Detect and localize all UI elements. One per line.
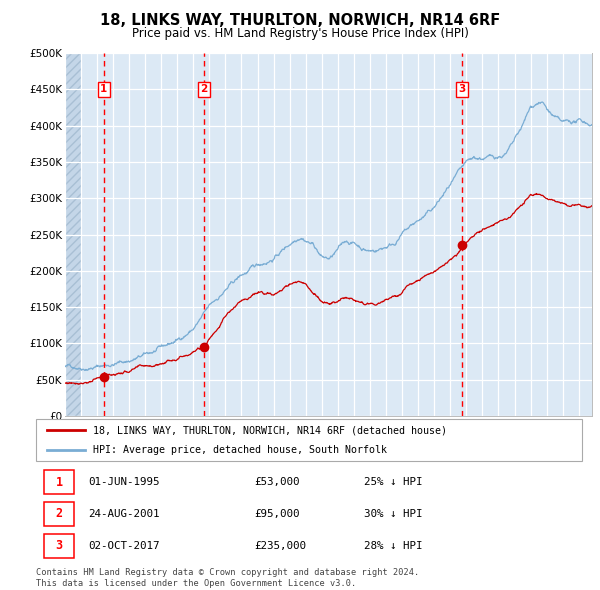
Text: 02-OCT-2017: 02-OCT-2017 [88, 540, 160, 550]
Text: This data is licensed under the Open Government Licence v3.0.: This data is licensed under the Open Gov… [36, 579, 356, 588]
FancyBboxPatch shape [44, 534, 74, 558]
Text: 01-JUN-1995: 01-JUN-1995 [88, 477, 160, 487]
Text: £53,000: £53,000 [254, 477, 300, 487]
Text: 1: 1 [100, 84, 107, 94]
Text: 1: 1 [56, 476, 63, 489]
FancyBboxPatch shape [44, 470, 74, 494]
Text: 3: 3 [56, 539, 63, 552]
Text: £95,000: £95,000 [254, 509, 300, 519]
Text: 18, LINKS WAY, THURLTON, NORWICH, NR14 6RF: 18, LINKS WAY, THURLTON, NORWICH, NR14 6… [100, 13, 500, 28]
Text: 2: 2 [200, 84, 208, 94]
Text: 28% ↓ HPI: 28% ↓ HPI [364, 540, 422, 550]
Text: HPI: Average price, detached house, South Norfolk: HPI: Average price, detached house, Sout… [94, 445, 388, 455]
Text: Contains HM Land Registry data © Crown copyright and database right 2024.: Contains HM Land Registry data © Crown c… [36, 568, 419, 576]
FancyBboxPatch shape [44, 502, 74, 526]
Text: 24-AUG-2001: 24-AUG-2001 [88, 509, 160, 519]
Text: 3: 3 [458, 84, 466, 94]
Text: 30% ↓ HPI: 30% ↓ HPI [364, 509, 422, 519]
Bar [65, 53, 81, 416]
Text: 18, LINKS WAY, THURLTON, NORWICH, NR14 6RF (detached house): 18, LINKS WAY, THURLTON, NORWICH, NR14 6… [94, 425, 448, 435]
Text: 2: 2 [56, 507, 63, 520]
Text: Price paid vs. HM Land Registry's House Price Index (HPI): Price paid vs. HM Land Registry's House … [131, 27, 469, 40]
Text: 25% ↓ HPI: 25% ↓ HPI [364, 477, 422, 487]
FancyBboxPatch shape [36, 419, 582, 461]
Text: £235,000: £235,000 [254, 540, 307, 550]
